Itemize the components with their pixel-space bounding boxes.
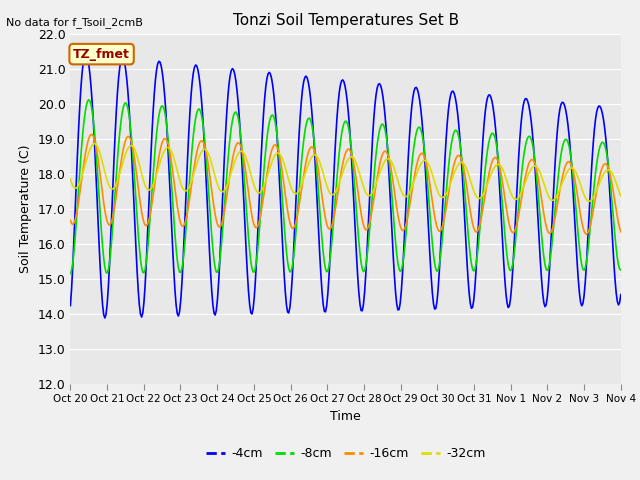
Y-axis label: Soil Temperature (C): Soil Temperature (C): [19, 144, 32, 273]
Title: Tonzi Soil Temperatures Set B: Tonzi Soil Temperatures Set B: [232, 13, 459, 28]
Legend: -4cm, -8cm, -16cm, -32cm: -4cm, -8cm, -16cm, -32cm: [201, 443, 490, 465]
X-axis label: Time: Time: [330, 410, 361, 423]
Text: No data for f_Tsoil_2cmB: No data for f_Tsoil_2cmB: [6, 17, 143, 28]
Text: TZ_fmet: TZ_fmet: [73, 48, 130, 60]
